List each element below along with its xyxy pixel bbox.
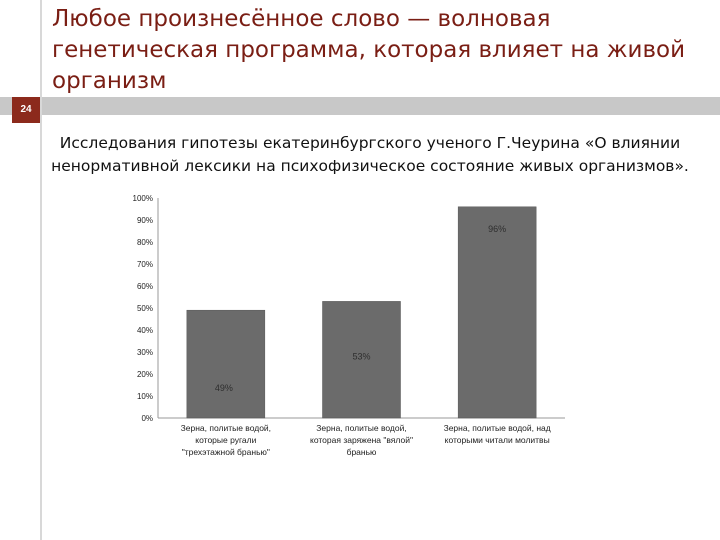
slide-subtitle: Исследования гипотезы екатеринбургского …: [51, 134, 689, 175]
left-rule: [40, 0, 42, 540]
slide-number: 24: [12, 97, 40, 123]
x-tick-label: которая заряжена "вялой": [310, 435, 413, 445]
x-tick-label: "трехэтажной бранью": [182, 447, 270, 457]
bar: [322, 301, 401, 419]
x-tick-label: бранью: [347, 447, 377, 457]
header-rule-left: [0, 97, 12, 115]
data-label: 49%: [215, 383, 233, 393]
x-tick-label: Зерна, политые водой,: [181, 423, 271, 433]
x-tick-label: которые ругали: [195, 435, 256, 445]
y-tick-label: 80%: [137, 238, 153, 247]
y-tick-label: 40%: [137, 326, 153, 335]
y-tick-label: 0%: [141, 414, 153, 423]
y-tick-label: 30%: [137, 348, 153, 357]
x-tick-label: которыми читали молитвы: [445, 435, 550, 445]
x-tick-label: Зерна, политые водой,: [316, 423, 406, 433]
x-tick-label: Зерна, политые водой, над: [444, 423, 551, 433]
y-tick-label: 70%: [137, 260, 153, 269]
y-tick-label: 50%: [137, 304, 153, 313]
header-rule: [42, 97, 720, 115]
y-tick-label: 20%: [137, 370, 153, 379]
y-tick-label: 100%: [133, 194, 153, 203]
slide-title: Любое произнесённое слово — волновая ген…: [52, 6, 686, 94]
bar: [457, 206, 537, 419]
bar: [186, 309, 266, 419]
data-label: 53%: [352, 352, 370, 362]
y-tick-label: 90%: [137, 216, 153, 225]
y-tick-label: 10%: [137, 392, 153, 401]
data-label: 96%: [488, 224, 506, 234]
y-tick-label: 60%: [137, 282, 153, 291]
